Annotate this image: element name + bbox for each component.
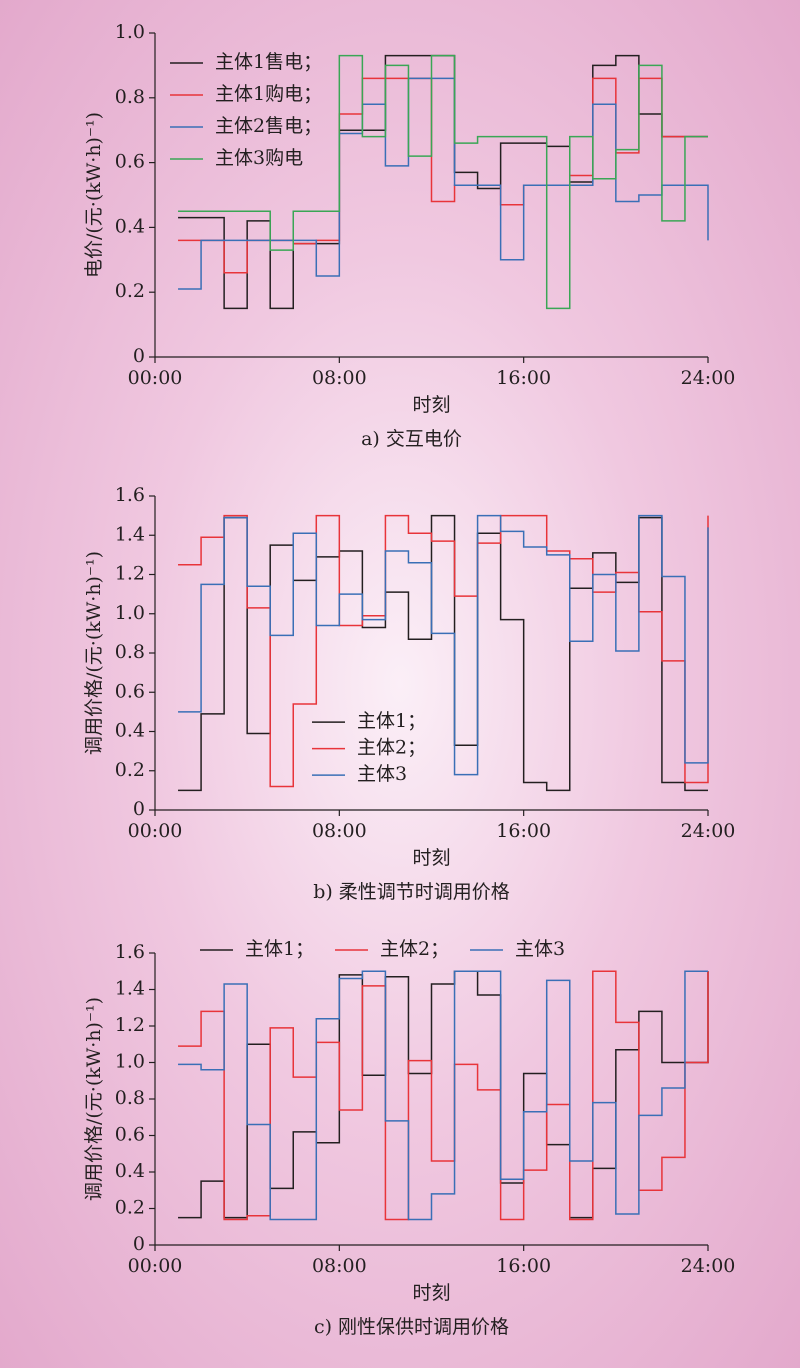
y-tick-label: 1.2 bbox=[115, 563, 145, 585]
legend-label: 主体2售电； bbox=[215, 115, 322, 137]
y-tick-label: 1.0 bbox=[115, 602, 145, 624]
y-tick-label: 0.2 bbox=[115, 280, 145, 302]
y-tick-label: 0 bbox=[133, 345, 145, 367]
x-tick-label: 08:00 bbox=[312, 820, 367, 842]
y-tick-label: 0 bbox=[133, 1233, 145, 1255]
caption: c) 刚性保供时调用价格 bbox=[314, 1316, 509, 1338]
x-tick-label: 24:00 bbox=[681, 820, 736, 842]
x-tick-label: 00:00 bbox=[128, 1255, 183, 1277]
legend-label: 主体3 bbox=[515, 938, 565, 960]
step-line bbox=[178, 514, 709, 788]
y-tick-label: 0.8 bbox=[115, 86, 145, 108]
y-tick-label: 0.8 bbox=[115, 641, 145, 663]
y-tick-label: 1.0 bbox=[115, 21, 145, 43]
x-tick-label: 16:00 bbox=[496, 820, 551, 842]
y-tick-label: 1.0 bbox=[115, 1051, 145, 1073]
y-axis-label: 调用价格/(元·(kW·h)⁻¹) bbox=[83, 551, 105, 755]
step-line bbox=[178, 514, 709, 776]
legend-label: 主体3 bbox=[357, 763, 407, 785]
legend-label: 主体1售电； bbox=[215, 51, 322, 73]
x-tick-label: 00:00 bbox=[128, 367, 183, 389]
y-tick-label: 1.4 bbox=[115, 523, 145, 545]
caption: a) 交互电价 bbox=[361, 428, 462, 450]
x-axis-label: 时刻 bbox=[412, 847, 450, 869]
legend-label: 主体1； bbox=[357, 710, 426, 732]
x-tick-label: 16:00 bbox=[496, 1255, 551, 1277]
legend-label: 主体1； bbox=[245, 938, 314, 960]
y-tick-label: 0.2 bbox=[115, 759, 145, 781]
y-tick-label: 0.6 bbox=[115, 680, 145, 702]
y-tick-label: 0.8 bbox=[115, 1087, 145, 1109]
x-axis-label: 时刻 bbox=[412, 1282, 450, 1304]
step-line bbox=[178, 77, 709, 290]
y-axis-label: 调用价格/(元·(kW·h)⁻¹) bbox=[83, 997, 105, 1201]
y-tick-label: 1.2 bbox=[115, 1014, 145, 1036]
legend-label: 主体2； bbox=[380, 938, 449, 960]
y-axis-label: 电价/(元·(kW·h)⁻¹) bbox=[83, 112, 105, 278]
x-axis-label: 时刻 bbox=[412, 394, 450, 416]
step-line bbox=[178, 970, 709, 1221]
legend-label: 主体1购电； bbox=[215, 83, 322, 105]
y-tick-label: 0.2 bbox=[115, 1197, 145, 1219]
step-line bbox=[178, 970, 709, 1219]
legend-label: 主体3购电 bbox=[215, 147, 303, 169]
y-tick-label: 1.6 bbox=[115, 484, 145, 506]
step-line bbox=[178, 54, 708, 310]
y-tick-label: 0.4 bbox=[115, 215, 145, 237]
y-tick-label: 0 bbox=[133, 798, 145, 820]
x-tick-label: 08:00 bbox=[312, 367, 367, 389]
x-tick-label: 16:00 bbox=[496, 367, 551, 389]
y-tick-label: 1.4 bbox=[115, 978, 145, 1000]
y-tick-label: 0.6 bbox=[115, 151, 145, 173]
step-line bbox=[178, 77, 708, 274]
step-line bbox=[178, 970, 708, 1221]
legend-label: 主体2； bbox=[357, 737, 426, 759]
y-tick-label: 0.4 bbox=[115, 720, 145, 742]
x-tick-label: 00:00 bbox=[128, 820, 183, 842]
y-tick-label: 1.6 bbox=[115, 941, 145, 963]
x-tick-label: 24:00 bbox=[681, 1255, 736, 1277]
x-tick-label: 24:00 bbox=[681, 367, 736, 389]
y-tick-label: 0.4 bbox=[115, 1160, 145, 1182]
x-tick-label: 08:00 bbox=[312, 1255, 367, 1277]
y-tick-label: 0.6 bbox=[115, 1124, 145, 1146]
step-line bbox=[178, 514, 708, 792]
caption: b) 柔性调节时调用价格 bbox=[313, 881, 510, 903]
